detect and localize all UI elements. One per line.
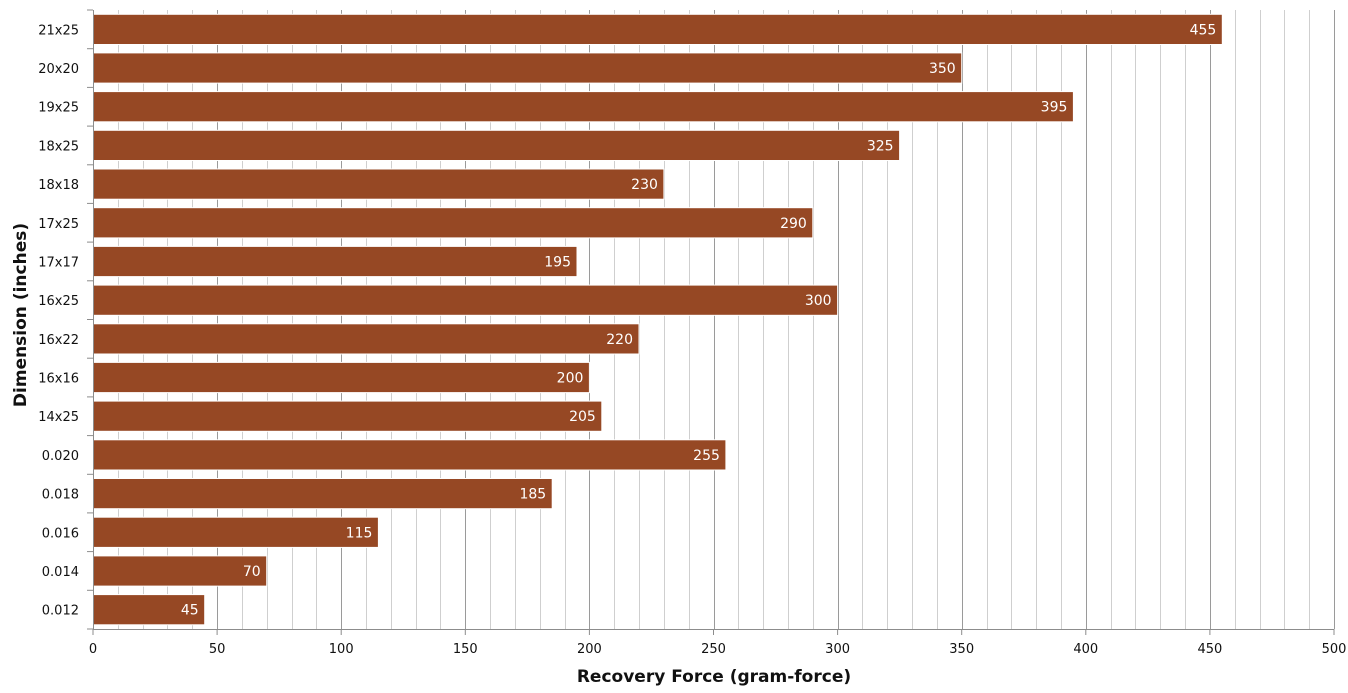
bar bbox=[92, 52, 963, 84]
x-tick-label: 400 bbox=[1073, 642, 1098, 657]
bar bbox=[92, 555, 268, 587]
y-tick-label: 16x22 bbox=[38, 333, 79, 348]
x-tick-label: 100 bbox=[329, 642, 354, 657]
bar-value-label: 220 bbox=[606, 332, 633, 348]
x-tick-label: 300 bbox=[825, 642, 850, 657]
y-axis-title: Dimension (inches) bbox=[11, 223, 31, 407]
y-tick-label: 18x25 bbox=[38, 139, 79, 154]
x-tick-label: 50 bbox=[209, 642, 226, 657]
x-tick-label: 350 bbox=[949, 642, 974, 657]
bar bbox=[92, 207, 814, 239]
y-tick-label: 0.014 bbox=[42, 565, 79, 580]
bar-value-label: 205 bbox=[569, 409, 596, 425]
x-tick-label: 250 bbox=[701, 642, 726, 657]
bar-value-label: 70 bbox=[243, 564, 261, 580]
bar-value-label: 290 bbox=[780, 216, 807, 232]
bar-value-label: 195 bbox=[544, 255, 571, 271]
bar-value-label: 230 bbox=[631, 177, 658, 193]
x-axis-title: Recovery Force (gram-force) bbox=[577, 667, 851, 687]
bar-value-label: 200 bbox=[557, 371, 584, 387]
bar bbox=[92, 478, 553, 510]
y-tick-label: 0.016 bbox=[42, 526, 79, 541]
bar bbox=[92, 361, 590, 394]
bar bbox=[92, 516, 379, 548]
y-tick-label: 16x16 bbox=[38, 372, 79, 387]
bar bbox=[92, 284, 839, 316]
bar bbox=[92, 13, 1223, 46]
y-tick-label: 0.018 bbox=[42, 488, 79, 503]
y-tick-label: 17x25 bbox=[38, 217, 79, 232]
bar bbox=[92, 245, 578, 278]
bar-value-label: 185 bbox=[519, 487, 546, 503]
bar bbox=[92, 91, 1074, 123]
bars bbox=[92, 13, 1223, 626]
y-tick-label: 17x17 bbox=[38, 256, 79, 271]
bar bbox=[92, 439, 727, 471]
bar bbox=[92, 129, 901, 162]
x-tick-label: 450 bbox=[1197, 642, 1222, 657]
y-tick-label: 0.012 bbox=[42, 604, 79, 619]
axes bbox=[87, 9, 1335, 635]
y-tick-label: 20x20 bbox=[38, 62, 79, 77]
labels: 455 21x25 350 20x20 395 19x25 325 18x25 230 18x18… bbox=[38, 22, 1346, 657]
bar-value-label: 350 bbox=[929, 61, 956, 77]
bar-value-label: 455 bbox=[1190, 22, 1217, 38]
bar-value-label: 395 bbox=[1041, 100, 1068, 116]
bar-value-label: 300 bbox=[805, 293, 832, 309]
x-tick-label: 200 bbox=[577, 642, 602, 657]
x-tick-label: 500 bbox=[1322, 642, 1347, 657]
bar-value-label: 45 bbox=[181, 603, 199, 619]
y-tick-label: 18x18 bbox=[38, 178, 79, 193]
bar bbox=[92, 323, 640, 355]
bar bbox=[92, 400, 603, 432]
bar-value-label: 255 bbox=[693, 448, 720, 464]
bar bbox=[92, 168, 665, 200]
y-tick-label: 0.020 bbox=[42, 449, 79, 464]
y-tick-label: 14x25 bbox=[38, 410, 79, 425]
bar-value-label: 325 bbox=[867, 138, 894, 154]
x-tick-label: 150 bbox=[453, 642, 478, 657]
y-tick-label: 19x25 bbox=[38, 101, 79, 116]
bar-value-label: 115 bbox=[346, 525, 373, 541]
y-tick-label: 16x25 bbox=[38, 294, 79, 309]
y-tick-label: 21x25 bbox=[38, 23, 79, 38]
x-tick-label: 0 bbox=[89, 642, 97, 657]
